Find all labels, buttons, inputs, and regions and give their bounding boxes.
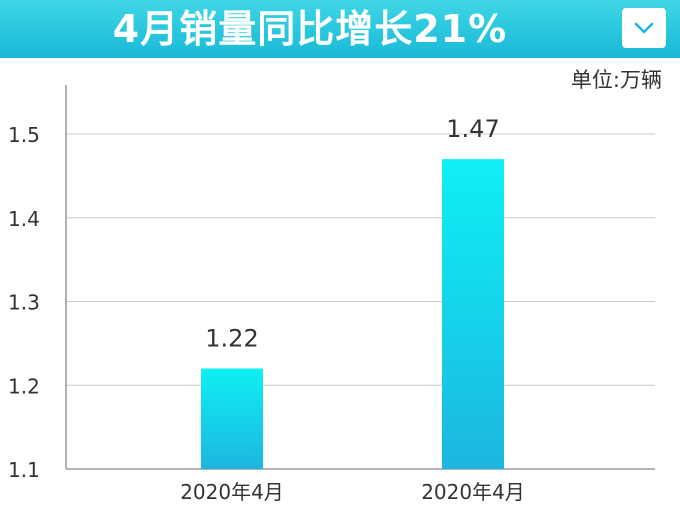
x-category-label: 2020年4月: [421, 480, 525, 504]
gridlines: [66, 133, 655, 386]
header-banner: 4月销量同比增长21%: [0, 0, 680, 58]
dropdown-button[interactable]: [622, 8, 666, 48]
y-tick-label: 1.1: [8, 458, 40, 482]
y-tick-labels: 1.1 1.2 1.3 1.4 1.5: [8, 123, 40, 482]
axes: [65, 85, 655, 470]
unit-label: 单位:万辆: [570, 68, 662, 92]
x-category-labels: 2020年4月 2020年4月: [180, 480, 525, 504]
data-label: 1.47: [446, 115, 499, 143]
bars: [201, 159, 504, 469]
x-category-label: 2020年4月: [180, 480, 284, 504]
chevron-down-icon: [634, 22, 654, 34]
y-tick-label: 1.3: [8, 291, 40, 315]
data-label: 1.22: [205, 325, 258, 353]
y-tick-label: 1.2: [8, 374, 40, 398]
bar: [201, 368, 263, 469]
y-tick-label: 1.5: [8, 123, 40, 147]
data-labels: 1.22 1.47: [205, 115, 499, 352]
chart-title: 4月销量同比增长21%: [112, 7, 508, 51]
bar: [442, 159, 504, 469]
y-tick-label: 1.4: [8, 207, 40, 231]
